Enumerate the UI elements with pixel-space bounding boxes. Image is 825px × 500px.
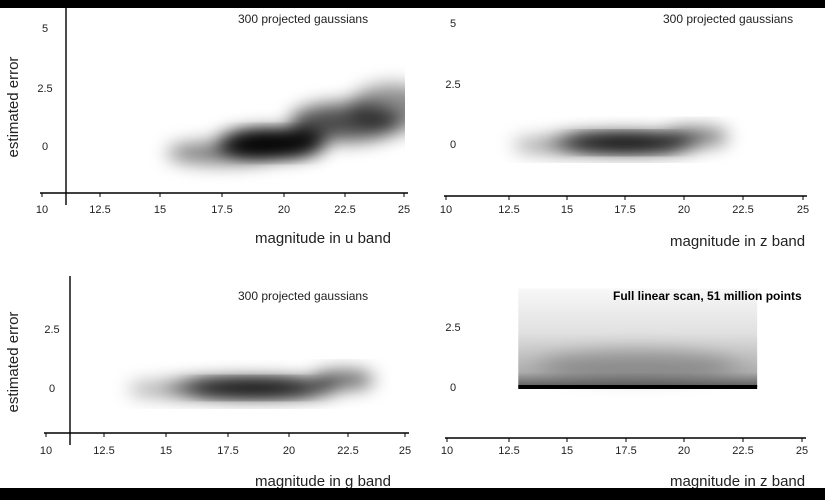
panel-title: 300 projected gaussians bbox=[663, 12, 793, 26]
x-tick-label: 22.5 bbox=[337, 445, 358, 457]
x-tick-label: 10 bbox=[441, 445, 453, 457]
density-peak bbox=[312, 371, 375, 388]
x-tick-label: 10 bbox=[440, 204, 452, 216]
panel-u-band: 10 12.5 15 17.5 20 22.5 25 5 2.5 0 300 projected g… bbox=[5, 8, 410, 247]
panel-title: 300 projected gaussians bbox=[238, 289, 368, 303]
density-peak bbox=[348, 84, 405, 132]
x-tick-label: 17.5 bbox=[211, 204, 232, 216]
density-layer bbox=[512, 128, 730, 152]
x-tick-label: 12.5 bbox=[498, 445, 519, 457]
x-tick-label: 15 bbox=[160, 445, 172, 457]
y-axis-label: estimated error bbox=[5, 57, 22, 158]
x-tick-label: 20 bbox=[678, 445, 690, 457]
x-tick-label: 20 bbox=[283, 445, 295, 457]
panel-title: 300 projected gaussians bbox=[238, 12, 368, 26]
x-tick-label: 10 bbox=[36, 204, 48, 216]
x-tick-label: 25 bbox=[796, 445, 808, 457]
zero-line bbox=[518, 385, 758, 389]
x-tick-label: 22.5 bbox=[732, 204, 753, 216]
y-tick-label: 0 bbox=[450, 139, 456, 151]
x-tick-label: 12.5 bbox=[93, 445, 114, 457]
density-peak bbox=[127, 383, 205, 396]
x-tick-label: 25 bbox=[797, 204, 809, 216]
x-tick-label: 17.5 bbox=[217, 445, 238, 457]
x-tick-label: 20 bbox=[678, 204, 690, 216]
density-layer bbox=[518, 288, 758, 389]
scan-density-band bbox=[537, 349, 739, 381]
y-tick-label: 5 bbox=[42, 23, 48, 35]
panel-z-band-full-scan: 10 12.5 15 17.5 20 22.5 25 2.5 0 Full linear scan… bbox=[441, 288, 808, 488]
y-tick-label: 2.5 bbox=[44, 324, 59, 336]
x-tick-label: 17.5 bbox=[615, 445, 636, 457]
density-core bbox=[567, 136, 683, 150]
y-tick-label: 0 bbox=[49, 383, 55, 395]
panel-z-band-gaussians: 10 12.5 15 17.5 20 22.5 25 5 2.5 0 300 projected g… bbox=[440, 12, 809, 250]
y-tick-label: 2.5 bbox=[445, 322, 460, 334]
panel-title: Full linear scan, 51 million points bbox=[613, 289, 802, 303]
x-tick-label: 15 bbox=[561, 445, 573, 457]
x-tick-label: 15 bbox=[561, 204, 573, 216]
density-core bbox=[187, 381, 318, 395]
x-tick-label: 10 bbox=[40, 445, 52, 457]
y-tick-label: 5 bbox=[450, 18, 456, 30]
y-tick-label: 0 bbox=[450, 382, 456, 394]
x-tick-label: 17.5 bbox=[614, 204, 635, 216]
density-layer bbox=[127, 371, 375, 397]
x-tick-label: 12.5 bbox=[89, 204, 110, 216]
x-tick-label: 12.5 bbox=[498, 204, 519, 216]
y-tick-label: 2.5 bbox=[37, 83, 52, 95]
figure-canvas: 10 12.5 15 17.5 20 22.5 25 5 2.5 0 300 projected g… bbox=[0, 8, 825, 488]
x-tick-label: 20 bbox=[278, 204, 290, 216]
x-axis-label: magnitude in u band bbox=[255, 230, 391, 247]
x-tick-label: 15 bbox=[154, 204, 166, 216]
density-layer bbox=[166, 84, 405, 164]
x-tick-label: 25 bbox=[398, 204, 410, 216]
x-axis-label: magnitude in z band bbox=[670, 233, 805, 250]
x-tick-label: 25 bbox=[399, 445, 411, 457]
density-core bbox=[229, 133, 314, 155]
x-axis-label: magnitude in g band bbox=[255, 473, 391, 488]
panel-g-band: 10 12.5 15 17.5 20 22.5 25 2.5 0 300 projected ga… bbox=[5, 276, 411, 488]
y-axis-label: estimated error bbox=[5, 312, 22, 413]
y-tick-label: 2.5 bbox=[445, 79, 460, 91]
y-tick-label: 0 bbox=[42, 141, 48, 153]
x-tick-label: 22.5 bbox=[732, 445, 753, 457]
x-tick-label: 22.5 bbox=[334, 204, 355, 216]
x-axis-label: magnitude in z band bbox=[670, 473, 805, 488]
